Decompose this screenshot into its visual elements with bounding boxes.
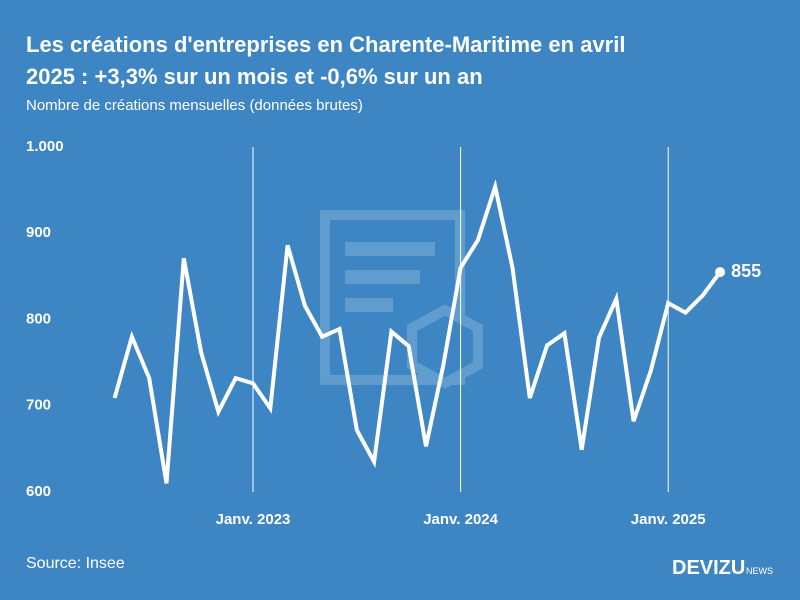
x-tick-label: Janv. 2024	[423, 511, 498, 528]
value-label: 855	[731, 261, 761, 281]
brand-suffix: NEWS	[746, 566, 773, 576]
chart-title: 2025 : +3,3% sur un mois et -0,6% sur un…	[26, 64, 483, 89]
x-tick-label: Janv. 2025	[631, 511, 706, 528]
source: Source: Insee	[26, 555, 125, 572]
y-tick-label: 900	[26, 224, 51, 241]
y-tick-label: 1.000	[26, 138, 64, 155]
line	[112, 178, 722, 484]
end-point	[715, 267, 726, 278]
y-tick-label: 700	[26, 397, 51, 414]
x-tick-label: Janv. 2023	[216, 511, 291, 528]
y-tick-label: 800	[26, 310, 51, 327]
chart-subtitle: Nombre de créations mensuelles (données …	[26, 97, 363, 114]
brand: DEVIZU	[672, 557, 745, 579]
chart-title: Les créations d'entreprises en Charente-…	[26, 32, 625, 57]
y-tick-label: 600	[26, 483, 51, 500]
